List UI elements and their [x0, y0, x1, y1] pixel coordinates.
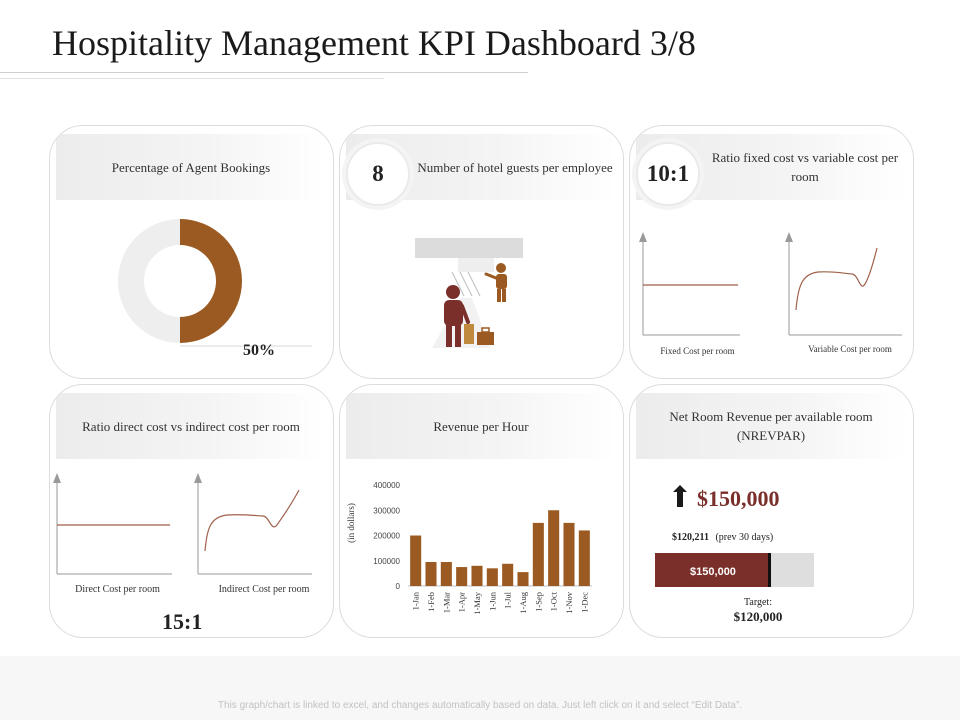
x-tick-label: 1-May — [472, 591, 482, 614]
kpi-value-badge: 8 — [346, 142, 410, 206]
revenue-bar-chart: 0 100000 200000 300000 400000 1-Jan 1-Feb 1-Ma… — [346, 481, 592, 615]
target-label: Target: — [744, 597, 772, 608]
kpi-value: 15:1 — [162, 609, 203, 634]
card-title: Number of hotel guests per employee — [417, 159, 613, 175]
card-fixed-vs-variable: Ratio fixed cost vs variable cost per ro… — [629, 125, 914, 379]
x-tick-label: 1-Oct — [549, 591, 559, 611]
title-underline — [0, 72, 528, 73]
luggage-icon — [464, 324, 494, 345]
x-tick-label: 1-Jun — [487, 591, 497, 611]
bar-1-Aug — [517, 572, 529, 586]
footer-note: This graph/chart is linked to excel, and… — [217, 700, 743, 711]
title-underline-secondary — [0, 78, 384, 79]
card-title: Net Room Revenue per available room (NRE… — [669, 409, 873, 443]
card-header-band — [346, 393, 616, 459]
bullet-bar-label: $150,000 — [690, 566, 736, 578]
hotel-reception-illustration — [415, 238, 523, 348]
x-tick-label: 1-Jul — [503, 591, 513, 609]
card-header-band — [56, 134, 326, 200]
direct-cost-chart — [53, 473, 172, 575]
y-axis-label: (in dollars) — [346, 503, 356, 543]
x-tick-label: 1-Jan — [411, 591, 421, 610]
variable-cost-curve — [795, 247, 878, 311]
card-guests-per-employee: Number of hotel guests per employee 8 — [339, 125, 624, 379]
donut-slice-agent-bookings — [180, 219, 242, 343]
variable-cost-label: Variable Cost per room — [808, 344, 892, 354]
bullet-target-marker — [768, 553, 772, 587]
cost-curve-charts — [639, 232, 902, 336]
x-tick-label: 1-Aug — [518, 591, 528, 613]
fixed-cost-chart — [639, 232, 740, 336]
bar-1-Nov — [563, 522, 575, 586]
variable-cost-chart — [785, 232, 902, 336]
bar-1-Jan — [410, 535, 422, 586]
previous-period-value: $120,211 (prev 30 days) — [672, 532, 773, 543]
card-nrevpar: Net Room Revenue per available room (NRE… — [629, 384, 914, 638]
fixed-cost-label: Fixed Cost per room — [660, 346, 735, 356]
x-tick-label: 1-Dec — [579, 592, 589, 613]
card-header-band — [56, 393, 326, 459]
bar-1-Mar — [440, 562, 452, 586]
card-header-band — [636, 393, 906, 459]
axis-arrow-icon — [194, 473, 202, 483]
indirect-cost-chart — [194, 473, 312, 575]
y-tick-label: 300000 — [373, 506, 400, 515]
bar-1-Jun — [486, 568, 498, 586]
bullet-actual-bar — [655, 553, 769, 587]
indirect-cost-label: Indirect Cost per room — [218, 584, 310, 595]
kpi-value-badge: 10:1 — [636, 142, 700, 206]
bar-1-May — [471, 565, 483, 586]
axis-arrow-icon — [53, 473, 61, 483]
card-agent-bookings: Percentage of Agent Bookings 50% — [49, 125, 334, 379]
card-revenue-per-hour: Revenue per Hour 0 100000 200000 300000 4000… — [339, 384, 624, 638]
donut-data-label: 50% — [243, 342, 275, 359]
card-direct-vs-indirect: Ratio direct cost vs indirect cost per r… — [49, 384, 334, 638]
nrevpar-visual: $150,000 $120,211 (prev 30 days) $150,00… — [655, 485, 814, 624]
axis-arrow-icon — [639, 232, 647, 242]
y-tick-label: 0 — [396, 582, 401, 591]
y-tick-label: 200000 — [373, 532, 400, 541]
bar-1-Sep — [532, 522, 544, 586]
x-tick-label: 1-Mar — [441, 592, 451, 613]
y-tick-label: 100000 — [373, 557, 400, 566]
card-title: Percentage of Agent Bookings — [111, 159, 271, 175]
target-value: $120,000 — [734, 609, 783, 624]
bellhop-icon — [484, 263, 507, 302]
card-title: Revenue per Hour — [433, 418, 529, 434]
reception-sign-icon — [415, 238, 523, 258]
x-tick-label: 1-Apr — [457, 592, 467, 612]
arrow-up-icon — [673, 485, 687, 507]
page-title: Hospitality Management KPI Dashboard 3/8 — [52, 23, 696, 63]
footer-band — [0, 656, 960, 720]
cost-curve-charts — [53, 473, 312, 575]
bar-1-Jul — [502, 563, 514, 586]
indirect-cost-curve — [204, 489, 300, 552]
donut-chart: 50% — [118, 219, 312, 359]
donut-slice-other — [118, 219, 180, 343]
bar-1-Apr — [456, 567, 468, 586]
nrevpar-value: $150,000 — [697, 486, 780, 511]
bar-1-Oct — [548, 510, 560, 586]
card-title: Ratio fixed cost vs variable cost per ro… — [711, 150, 899, 184]
card-title: Ratio direct cost vs indirect cost per r… — [82, 418, 300, 434]
x-tick-label: 1-Nov — [564, 591, 574, 613]
bar-1-Feb — [425, 562, 437, 586]
x-tick-label: 1-Feb — [426, 592, 436, 612]
x-tick-label: 1-Sep — [533, 592, 543, 612]
y-tick-label: 400000 — [373, 481, 400, 490]
axis-arrow-icon — [785, 232, 793, 242]
bar-1-Dec — [578, 530, 590, 586]
direct-cost-label: Direct Cost per room — [75, 584, 160, 595]
guest-icon — [444, 285, 470, 347]
